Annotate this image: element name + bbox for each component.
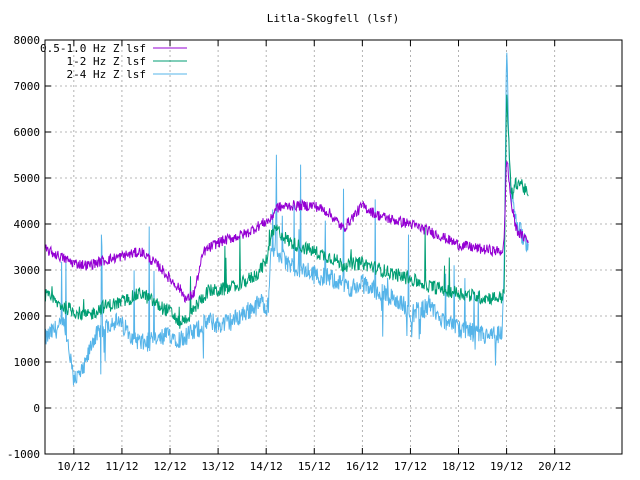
- y-tick-label: 6000: [14, 126, 41, 139]
- y-tick-label: -1000: [7, 448, 40, 461]
- y-tick-label: 4000: [14, 218, 41, 231]
- x-tick-label: 10/12: [57, 460, 90, 473]
- x-tick-label: 20/12: [538, 460, 571, 473]
- x-tick-label: 12/12: [153, 460, 186, 473]
- y-tick-label: 1000: [14, 356, 41, 369]
- series-line: [44, 94, 529, 329]
- x-tick-label: 11/12: [105, 460, 138, 473]
- chart-title: Litla-Skogfell (lsf): [267, 12, 399, 25]
- legend-label: 1-2 Hz Z lsf: [67, 55, 146, 68]
- x-tick-label: 14/12: [250, 460, 283, 473]
- x-tick-label: 17/12: [394, 460, 427, 473]
- y-tick-label: 3000: [14, 264, 41, 277]
- legend-label: 0.5-1.0 Hz Z lsf: [40, 42, 146, 55]
- y-tick-label: 0: [33, 402, 40, 415]
- plot-frame: [44, 39, 623, 455]
- y-tick-label: 5000: [14, 172, 41, 185]
- axis-layer: -1000 0 1000 2000 3000 4000 5000 6000 7000 8000 10…: [7, 34, 623, 473]
- y-tick-label: 8000: [14, 34, 41, 47]
- legend-label: 2-4 Hz Z lsf: [67, 68, 146, 81]
- series-line: [44, 161, 529, 304]
- x-tick-label: 18/12: [442, 460, 475, 473]
- x-tick-label: 16/12: [346, 460, 379, 473]
- series-layer: [44, 52, 529, 386]
- y-tick-label: 7000: [14, 80, 41, 93]
- x-tick-label: 15/12: [298, 460, 331, 473]
- x-tick-label: 19/12: [490, 460, 523, 473]
- series-line: [44, 52, 529, 386]
- x-tick-label: 13/12: [202, 460, 235, 473]
- y-tick-label: 2000: [14, 310, 41, 323]
